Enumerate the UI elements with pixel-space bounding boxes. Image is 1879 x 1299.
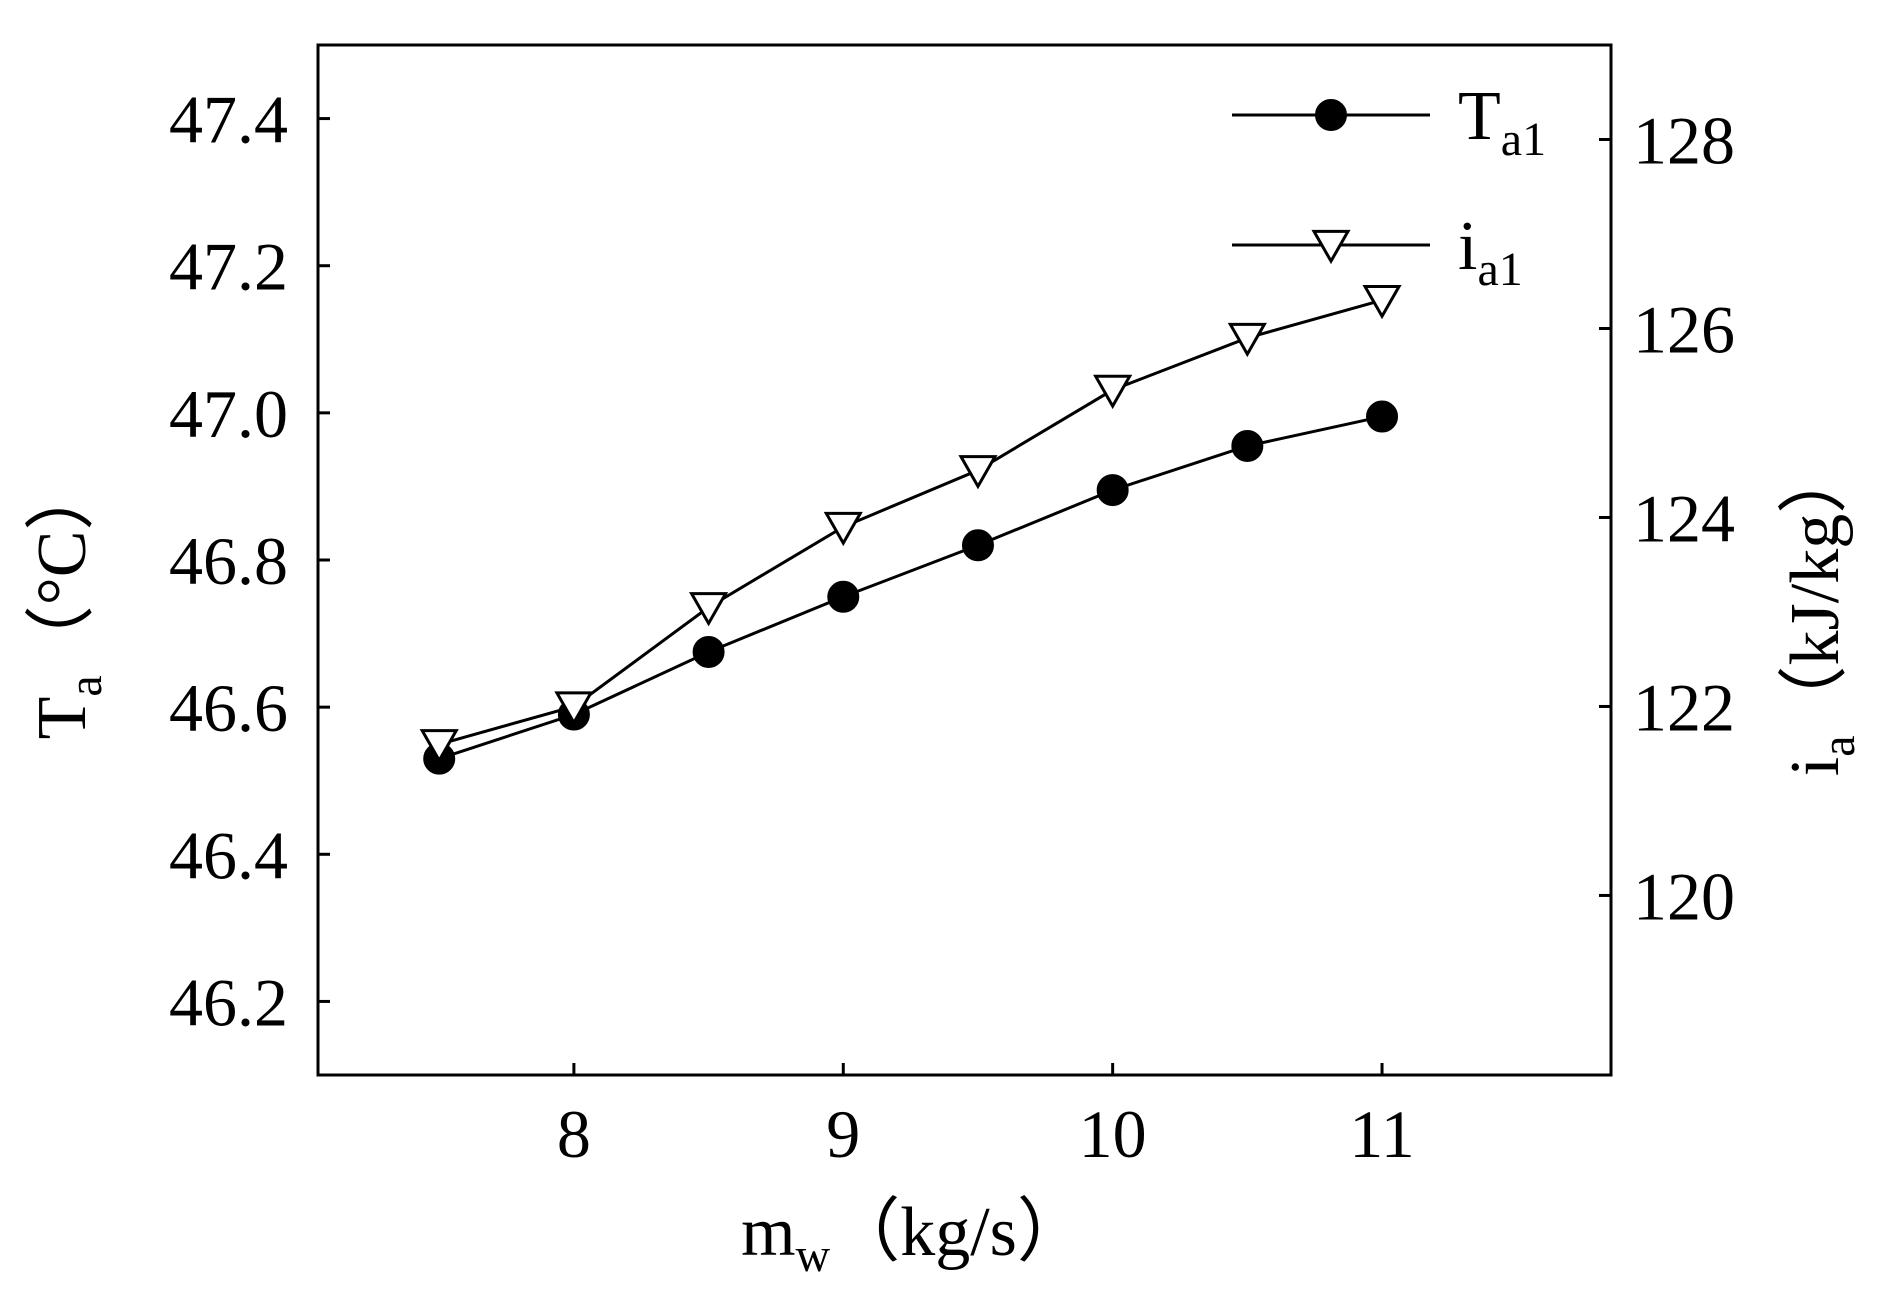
- y-left-tick-label: 47.2: [169, 229, 288, 305]
- series-2-point: [689, 592, 729, 627]
- y-left-tick-label: 47.4: [169, 82, 288, 158]
- series-2-point: [1227, 322, 1267, 358]
- series-1-point: [827, 580, 860, 613]
- series-1-point: [1366, 400, 1399, 433]
- series-1-point: [692, 635, 725, 668]
- series-1-point: [1096, 474, 1129, 507]
- y-left-tick-label: 46.6: [169, 670, 288, 746]
- y-axis-left: 46.2 46.4 46.6 46.8 47.0 47.2 47.4: [169, 82, 330, 1040]
- series-2-point: [1362, 285, 1402, 320]
- series-2-point: [1093, 374, 1133, 410]
- x-axis-title-main: m: [741, 1194, 795, 1271]
- x-tick-label: 10: [1079, 1096, 1147, 1172]
- series-line-2: [438, 298, 1383, 746]
- y-axis-left-title-main: T: [24, 697, 101, 740]
- series-1-point: [1231, 429, 1264, 462]
- series-2-point: [823, 511, 863, 547]
- y-axis-left-title-sub: a: [59, 675, 112, 696]
- y-axis-left-title: Ta（°C）: [24, 461, 112, 740]
- x-axis-title: mw（kg/s）: [741, 1194, 1087, 1282]
- series-2-point: [419, 729, 459, 764]
- legend-marker-1: [1315, 99, 1347, 131]
- legend-label-main: T: [1458, 78, 1501, 155]
- series-2-point: [958, 455, 998, 490]
- legend-label-main: i: [1458, 208, 1477, 285]
- x-axis: 8 9 10 11: [557, 1063, 1415, 1172]
- series-layer: [419, 285, 1402, 775]
- x-axis-title-sub: w: [796, 1229, 831, 1282]
- x-tick-label: 8: [557, 1096, 591, 1172]
- legend-label-1: Ta1: [1458, 78, 1546, 166]
- y-right-tick-label: 120: [1633, 858, 1735, 934]
- series-1-point: [961, 529, 994, 562]
- y-right-tick-label: 126: [1633, 291, 1735, 367]
- y-right-tick-label: 124: [1633, 480, 1735, 556]
- y-left-tick-label: 46.8: [169, 523, 288, 599]
- y-axis-right: 120 122 124 126 128: [1599, 102, 1735, 934]
- y-axis-right-title-main: i: [1777, 757, 1854, 776]
- y-axis-right-title-sub: a: [1812, 735, 1865, 756]
- y-left-tick-label: 46.4: [169, 817, 288, 893]
- y-axis-right-title-unit: （kJ/kg）: [1777, 444, 1854, 736]
- series-2-point: [554, 691, 594, 726]
- x-tick-label: 9: [826, 1096, 860, 1172]
- legend-marker-2: [1311, 229, 1351, 265]
- y-left-tick-label: 47.0: [169, 376, 288, 452]
- y-right-tick-label: 122: [1633, 669, 1735, 745]
- y-axis-right-title: ia（kJ/kg）: [1777, 444, 1865, 776]
- legend-label-sub: a1: [1477, 243, 1522, 296]
- y-right-tick-label: 128: [1633, 102, 1735, 178]
- x-axis-title-unit: （kg/s）: [830, 1194, 1087, 1271]
- legend-label-sub: a1: [1501, 113, 1546, 166]
- x-tick-label: 11: [1349, 1096, 1414, 1172]
- y-axis-left-title-unit: （°C）: [24, 461, 101, 676]
- y-left-tick-label: 46.2: [169, 964, 288, 1040]
- series-line-1: [438, 415, 1383, 761]
- legend-label-2: ia1: [1458, 208, 1523, 296]
